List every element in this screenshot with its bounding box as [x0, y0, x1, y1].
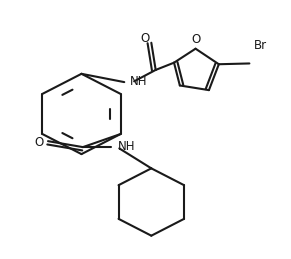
Text: O: O [191, 33, 201, 46]
Text: NH: NH [130, 75, 148, 88]
Text: O: O [34, 136, 44, 149]
Text: NH: NH [118, 140, 135, 153]
Text: O: O [140, 32, 150, 45]
Text: Br: Br [254, 39, 267, 52]
